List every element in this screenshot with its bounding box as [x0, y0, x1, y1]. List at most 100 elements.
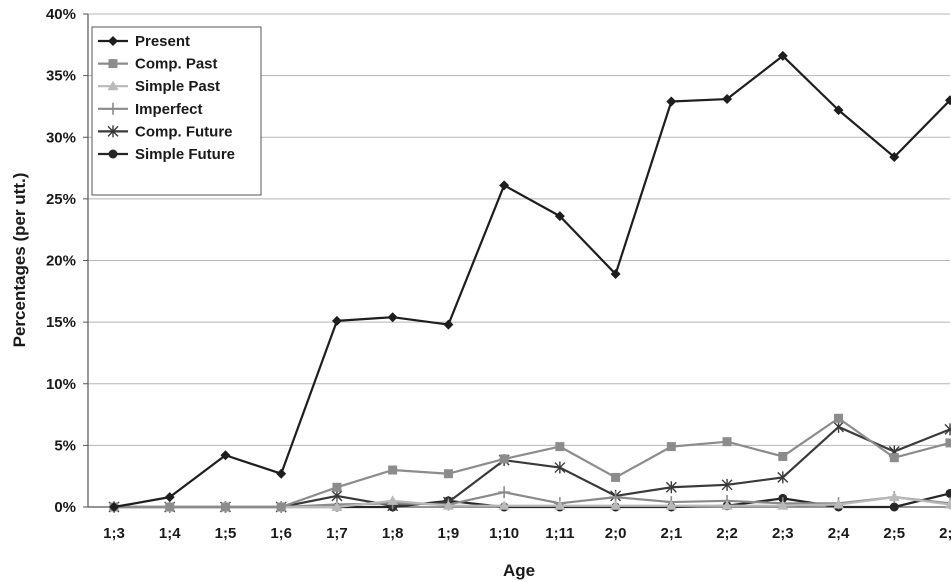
- data-point: [498, 500, 510, 510]
- data-point: [331, 315, 342, 326]
- data-point: [220, 502, 230, 512]
- legend-label: Simple Future: [135, 146, 235, 163]
- data-point: [610, 500, 622, 510]
- data-point: [722, 94, 733, 105]
- y-tick-label: 0%: [54, 499, 76, 516]
- data-point: [611, 472, 621, 482]
- legend-label: Comp. Future: [135, 123, 233, 140]
- x-tick-label: 1;10: [489, 525, 519, 542]
- data-point: [833, 499, 845, 509]
- x-tick-label: 2;5: [883, 525, 905, 542]
- x-tick-label: 2;3: [772, 525, 794, 542]
- data-point: [442, 500, 454, 510]
- data-point: [888, 491, 900, 502]
- data-point: [834, 413, 844, 423]
- data-point: [220, 450, 231, 461]
- x-tick-label: 1;7: [326, 525, 348, 542]
- legend-box: [91, 26, 262, 196]
- data-point: [722, 437, 732, 447]
- data-point: [499, 180, 510, 191]
- data-point: [721, 478, 733, 491]
- x-tick-label: 2;6: [939, 525, 951, 542]
- data-point: [276, 502, 286, 512]
- data-point: [945, 438, 951, 448]
- data-point: [777, 50, 788, 61]
- legend-item: Present: [98, 33, 190, 50]
- data-point: [777, 500, 789, 510]
- data-point: [107, 125, 119, 138]
- data-point: [889, 453, 899, 463]
- legend-label: Imperfect: [135, 101, 203, 118]
- x-tick-label: 1;5: [215, 525, 237, 542]
- y-tick-label: 30%: [46, 129, 76, 146]
- data-point: [555, 442, 565, 452]
- data-point: [108, 59, 118, 69]
- x-tick-label: 2;1: [660, 525, 682, 542]
- y-tick-label: 40%: [46, 6, 76, 23]
- data-point: [443, 469, 453, 479]
- data-point: [554, 461, 566, 474]
- data-point: [944, 499, 951, 509]
- data-point: [889, 502, 899, 512]
- data-point: [443, 319, 454, 330]
- legend-item: Comp. Future: [98, 123, 233, 140]
- legend-item: Simple Past: [98, 78, 220, 95]
- tick-labels: 0% 5% 10% 15% 20% 25% 30% 35% 40% 1;3 1;4 1;5 1;6 1;7…: [46, 6, 951, 542]
- data-point: [108, 36, 118, 46]
- data-point: [833, 420, 845, 433]
- data-point: [666, 96, 677, 107]
- y-tick-label: 15%: [46, 314, 76, 331]
- y-tick-label: 35%: [46, 68, 76, 85]
- data-point: [388, 465, 398, 475]
- data-point: [331, 501, 343, 511]
- data-point: [945, 488, 951, 498]
- data-point: [332, 482, 342, 492]
- data-point: [610, 269, 621, 280]
- series-present: [109, 50, 951, 512]
- series-comp-future: [108, 420, 951, 513]
- legend-label: Comp. Past: [135, 56, 218, 73]
- data-point: [833, 105, 844, 116]
- x-tick-label: 1;4: [159, 525, 181, 542]
- legend-item: Imperfect: [98, 101, 203, 118]
- data-point: [164, 492, 175, 503]
- legend-item: Comp. Past: [98, 56, 218, 73]
- y-axis-title: Percentages (per utt.): [10, 173, 29, 348]
- data-point: [165, 502, 175, 512]
- data-point: [665, 500, 677, 510]
- data-point: [108, 149, 118, 159]
- data-point: [499, 454, 509, 464]
- legend-item: Simple Future: [98, 146, 235, 163]
- series-line: [114, 417, 951, 509]
- data-point: [944, 423, 951, 436]
- legend: Present Comp. Past Simple Past Imperfect Com…: [91, 26, 262, 196]
- data-point: [387, 312, 398, 323]
- x-tick-label: 1;11: [545, 525, 574, 542]
- x-tick-label: 2;0: [605, 525, 627, 542]
- series-line: [113, 54, 951, 509]
- data-point: [109, 502, 119, 512]
- data-point: [945, 95, 951, 106]
- series-imperfect: [108, 486, 951, 513]
- y-tick-label: 20%: [46, 253, 76, 270]
- data-point: [276, 468, 287, 479]
- x-tick-label: 1;9: [438, 525, 460, 542]
- data-point: [107, 102, 119, 115]
- data-point: [666, 442, 676, 452]
- y-tick-label: 5%: [54, 437, 76, 454]
- legend-label: Simple Past: [135, 78, 220, 95]
- data-point: [777, 471, 789, 484]
- data-point: [721, 500, 733, 510]
- x-tick-label: 1;3: [103, 525, 125, 542]
- data-point: [889, 151, 900, 162]
- y-tick-label: 10%: [46, 376, 76, 393]
- series-simple-future: [109, 488, 951, 512]
- legend-label: Present: [135, 33, 190, 50]
- data-point: [107, 80, 119, 91]
- y-tick-label: 25%: [46, 191, 76, 208]
- x-tick-label: 2;2: [716, 525, 738, 542]
- series-lines: [108, 50, 951, 513]
- data-point: [387, 495, 399, 505]
- data-point: [498, 486, 511, 499]
- x-tick-label: 1;8: [382, 525, 404, 542]
